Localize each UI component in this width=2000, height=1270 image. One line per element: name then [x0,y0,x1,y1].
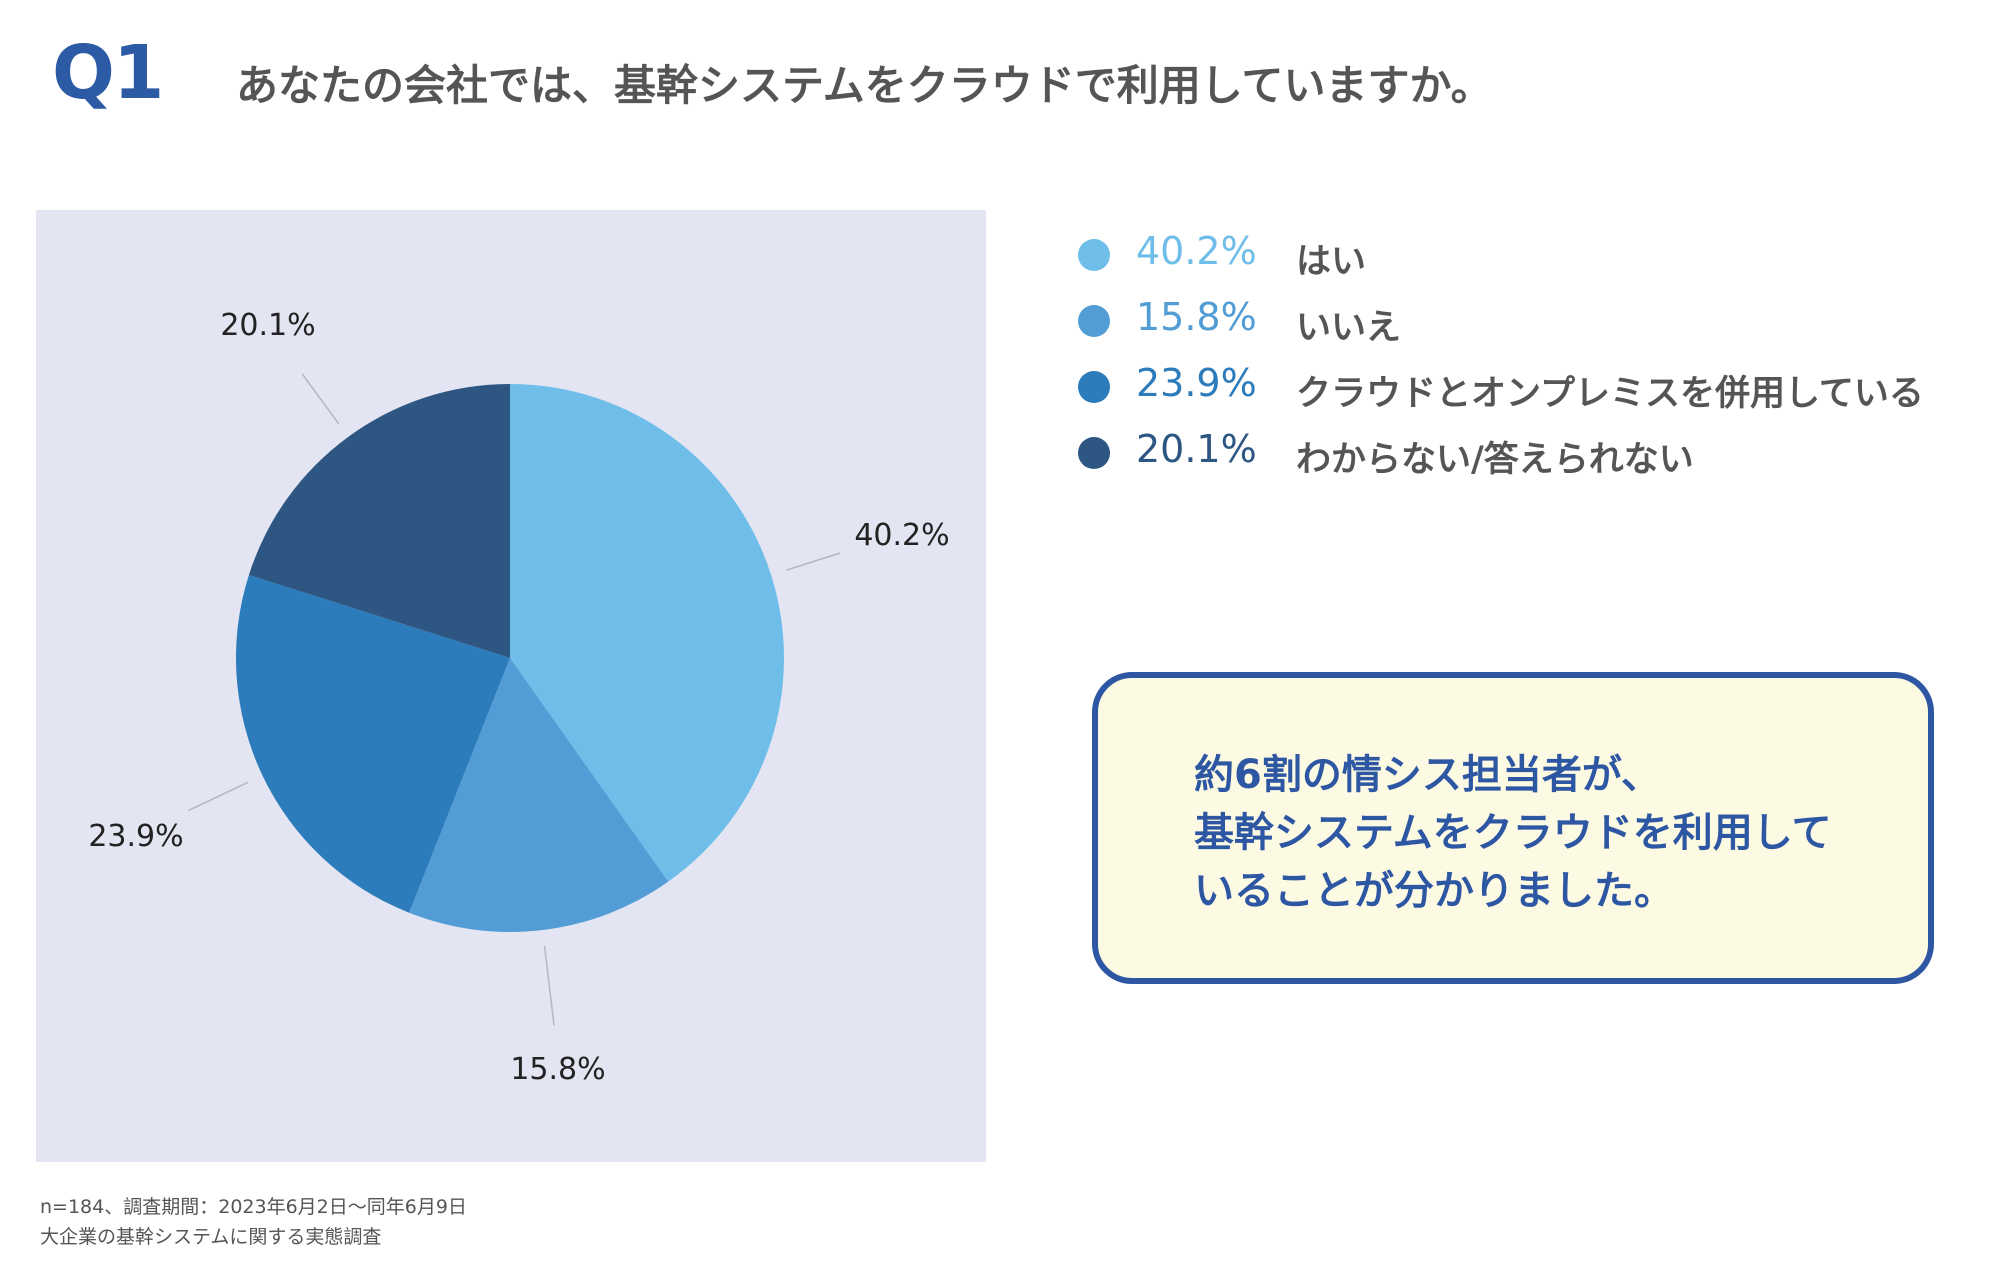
legend-marker [1078,305,1110,337]
leader-line [301,373,340,425]
question-number: Q1 [52,30,164,116]
summary-callout: 約6割の情シス担当者が、 基幹システムをクラウドを利用して いることが分かりまし… [1092,672,1934,984]
summary-text: 約6割の情シス担当者が、 基幹システムをクラウドを利用して いることが分かりまし… [1194,746,1832,920]
legend-label: クラウドとオンプレミスを併用している [1296,374,1924,414]
leader-line [786,552,840,571]
question-text: あなたの会社では、基幹システムをクラウドで利用していますか。 [236,61,1493,110]
pie-slice [510,384,785,882]
footnote-line: n=184、調査期間：2023年6月2日〜同年6月9日 [40,1196,467,1218]
legend-marker [1078,437,1110,469]
survey-footnote: n=184、調査期間：2023年6月2日〜同年6月9日 大企業の基幹システムに関… [40,1192,467,1252]
pie-chart-panel: 40.2% 15.8% 23.9% 20.1% [36,210,986,1162]
data-label: 23.9% [88,819,183,854]
pie-slice [248,384,510,658]
summary-line: 約6割の情シス担当者が、 [1194,752,1662,798]
legend-percent: 40.2% [1136,229,1257,273]
data-label: 40.2% [854,518,949,553]
legend-label: いいえ [1296,308,1402,348]
legend-percent: 15.8% [1136,295,1257,339]
legend-marker [1078,371,1110,403]
legend-marker [1078,239,1110,271]
pie-slice [236,574,511,913]
leader-line [543,945,555,1026]
legend-label: はい [1296,242,1367,282]
pie-chart: 40.2% 15.8% 23.9% 20.1% [88,308,949,1087]
legend-percent: 20.1% [1136,427,1257,471]
data-label: 15.8% [510,1052,605,1087]
leader-line [188,781,249,812]
legend-percent: 23.9% [1136,361,1257,405]
summary-line: 基幹システムをクラウドを利用して [1194,810,1832,856]
legend-label: わからない/答えられない [1296,440,1694,480]
footnote-line: 大企業の基幹システムに関する実態調査 [40,1226,382,1248]
data-label: 20.1% [220,308,315,343]
pie-slice [409,658,669,932]
summary-line: いることが分かりました。 [1194,868,1674,914]
